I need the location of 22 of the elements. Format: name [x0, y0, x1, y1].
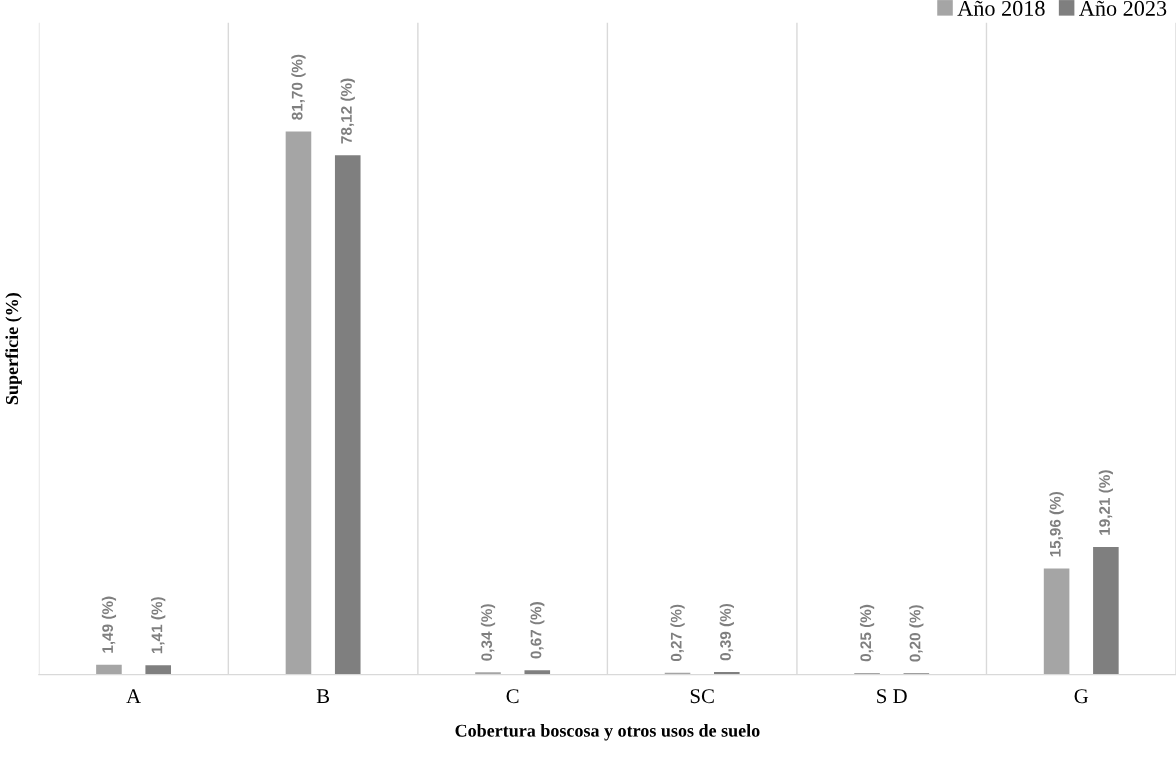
- data-label: 0,39 (%): [719, 603, 734, 661]
- data-label: 1,49 (%): [101, 596, 117, 653]
- x-tick-label: SC: [690, 689, 714, 704]
- data-label: 15,96 (%): [1049, 491, 1064, 557]
- x-tick-label: G: [1074, 689, 1089, 704]
- x-tick-label: S D: [877, 689, 907, 704]
- data-label: 1,41 (%): [151, 597, 166, 654]
- data-label: 0,25 (%): [859, 604, 875, 662]
- data-label: 78,12 (%): [340, 78, 355, 144]
- x-tick-label: B: [316, 689, 330, 704]
- x-tick-label: C: [506, 689, 519, 704]
- data-label: 0,20 (%): [909, 605, 924, 662]
- data-label: 0,27 (%): [670, 604, 685, 662]
- data-label: 0,67 (%): [530, 602, 545, 659]
- legend-label: Año 2023: [1079, 0, 1167, 16]
- data-label: 0,34 (%): [480, 604, 496, 661]
- y-axis-title: Superficie (%): [5, 293, 22, 405]
- legend-label: Año 2018: [957, 0, 1045, 16]
- x-tick-label: A: [126, 689, 141, 703]
- data-label: 19,21 (%): [1098, 470, 1113, 535]
- data-label: 81,70 (%): [291, 54, 306, 120]
- x-axis-title: Cobertura boscosa y otros usos de suelo: [455, 724, 760, 741]
